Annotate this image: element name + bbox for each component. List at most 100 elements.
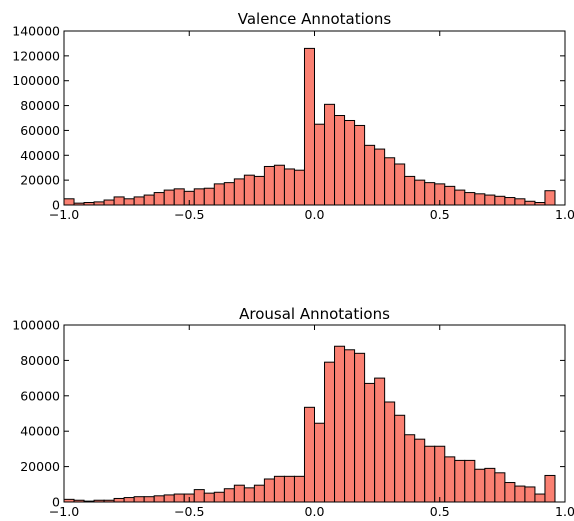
arousal-bar bbox=[193, 489, 205, 503]
arousal-bar bbox=[263, 478, 275, 503]
arousal-bar bbox=[133, 496, 145, 503]
valence-bar bbox=[223, 182, 235, 206]
valence-bar bbox=[484, 194, 496, 206]
valence-bar bbox=[63, 198, 75, 206]
arousal-bar bbox=[314, 422, 326, 503]
arousal-chart-title: Arousal Annotations bbox=[239, 305, 390, 323]
arousal-bar bbox=[293, 475, 305, 503]
arousal-bar bbox=[524, 486, 536, 503]
valence-bar bbox=[293, 169, 305, 206]
valence-bar bbox=[524, 200, 536, 206]
valence-bar bbox=[314, 123, 326, 206]
valence-bar bbox=[494, 195, 506, 206]
valence-x-tick-label: 1.0 bbox=[555, 207, 574, 222]
arousal-bar bbox=[324, 361, 336, 503]
arousal-x-tick-label: 0.5 bbox=[430, 504, 450, 519]
valence-x-tick-label: −0.5 bbox=[174, 207, 204, 222]
valence-bar bbox=[113, 196, 125, 206]
arousal-bar bbox=[233, 484, 245, 503]
arousal-bar bbox=[253, 484, 265, 503]
valence-bar bbox=[303, 47, 316, 206]
arousal-bar bbox=[243, 487, 255, 503]
arousal-x-tick-label: 1.0 bbox=[555, 504, 574, 519]
arousal-y-tick-label: 0 bbox=[52, 495, 60, 510]
arousal-bar bbox=[203, 492, 215, 503]
valence-bar bbox=[464, 192, 476, 206]
arousal-bar bbox=[113, 497, 125, 503]
valence-bar bbox=[504, 197, 516, 206]
arousal-bar bbox=[444, 456, 456, 503]
valence-bar bbox=[153, 192, 165, 206]
valence-bar bbox=[103, 199, 115, 206]
valence-bar bbox=[454, 189, 466, 206]
valence-y-tick-label: 80000 bbox=[20, 98, 60, 113]
arousal-bar bbox=[504, 482, 516, 503]
valence-bar bbox=[344, 119, 356, 206]
arousal-bar bbox=[163, 494, 175, 503]
valence-bar bbox=[424, 182, 436, 206]
arousal-x-tick-label: 0.0 bbox=[305, 504, 325, 519]
valence-y-tick-label: 100000 bbox=[12, 73, 60, 88]
arousal-bar bbox=[404, 434, 416, 503]
valence-bar bbox=[173, 188, 185, 206]
valence-bar bbox=[414, 179, 426, 206]
valence-chart-title: Valence Annotations bbox=[238, 10, 392, 28]
valence-bar bbox=[263, 165, 275, 206]
valence-y-tick-label: 60000 bbox=[20, 123, 60, 138]
arousal-bar bbox=[223, 488, 235, 503]
arousal-y-tick-label: 80000 bbox=[20, 353, 60, 368]
valence-bar bbox=[123, 198, 135, 206]
valence-bar bbox=[374, 148, 386, 206]
arousal-bar bbox=[484, 467, 496, 503]
arousal-bar bbox=[384, 401, 396, 503]
valence-bar bbox=[474, 193, 486, 206]
valence-bar bbox=[193, 188, 205, 206]
valence-bar bbox=[364, 144, 376, 206]
arousal-bar bbox=[273, 475, 285, 503]
arousal-bar bbox=[494, 472, 506, 503]
valence-y-tick-label: 140000 bbox=[12, 24, 60, 39]
arousal-y-tick-label: 100000 bbox=[12, 318, 60, 333]
arousal-bar bbox=[123, 497, 135, 503]
valence-bar bbox=[213, 183, 225, 206]
arousal-bar bbox=[394, 414, 406, 503]
arousal-bar bbox=[514, 485, 526, 503]
arousal-bar bbox=[474, 468, 486, 503]
arousal-bar bbox=[334, 345, 346, 503]
valence-bar bbox=[444, 185, 456, 206]
valence-y-tick-label: 20000 bbox=[20, 173, 60, 188]
arousal-histogram-panel: Arousal Annotations 0 20000 40000 60000 8000… bbox=[12, 305, 574, 519]
arousal-x-tick-label: −1.0 bbox=[49, 504, 79, 519]
valence-bar bbox=[143, 194, 155, 206]
valence-x-tick-label: 0.5 bbox=[430, 207, 450, 222]
arousal-bar bbox=[173, 493, 185, 503]
arousal-y-tick-label: 20000 bbox=[20, 459, 60, 474]
valence-bar bbox=[404, 175, 416, 206]
valence-bar bbox=[514, 198, 526, 206]
valence-histogram-panel: Valence Annotations 0 20000 40000 60000 8000… bbox=[12, 10, 574, 222]
valence-bar bbox=[253, 175, 265, 206]
arousal-bar bbox=[434, 445, 446, 503]
valence-bar bbox=[133, 196, 145, 206]
arousal-bar bbox=[344, 349, 356, 503]
valence-bar bbox=[334, 115, 346, 206]
valence-y-tick-label: 40000 bbox=[20, 148, 60, 163]
arousal-bar bbox=[354, 352, 366, 503]
valence-bar bbox=[243, 174, 255, 206]
arousal-y-tick-label: 60000 bbox=[20, 388, 60, 403]
valence-bar bbox=[273, 164, 285, 206]
valence-bar bbox=[394, 163, 406, 206]
valence-bar bbox=[324, 103, 336, 206]
arousal-bar bbox=[534, 493, 546, 503]
arousal-bar bbox=[464, 459, 476, 503]
arousal-bar bbox=[544, 474, 556, 503]
valence-bar bbox=[283, 168, 295, 206]
arousal-bar bbox=[303, 406, 316, 503]
arousal-bar bbox=[213, 491, 225, 503]
arousal-bar bbox=[283, 475, 295, 503]
valence-bar bbox=[384, 157, 396, 206]
arousal-x-tick-label: −0.5 bbox=[174, 504, 204, 519]
arousal-bar bbox=[424, 445, 436, 503]
arousal-y-tick-label: 40000 bbox=[20, 424, 60, 439]
